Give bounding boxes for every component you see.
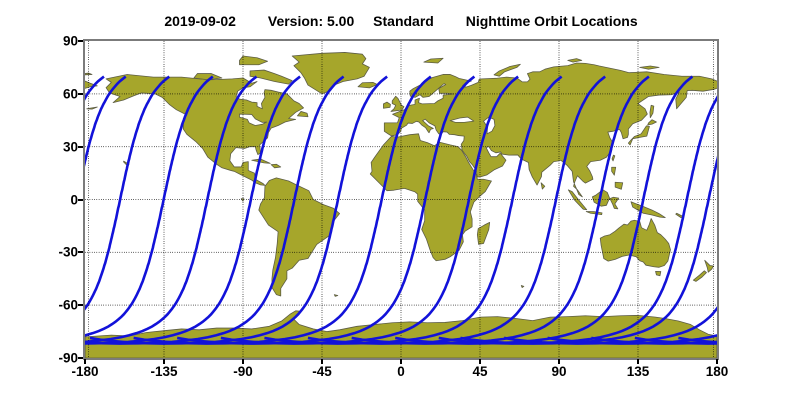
x-axis-tick-label: 135 [626, 364, 650, 379]
y-axis-tick-mark [78, 198, 83, 201]
plot-title: 2019-09-02 Version: 5.00 Standard Nightt… [85, 13, 717, 29]
lake [239, 114, 266, 125]
orbit-track [85, 77, 213, 344]
x-axis-tick-label: -90 [233, 364, 253, 379]
y-axis-tick-label: -60 [58, 297, 78, 313]
orbit-track [352, 77, 649, 344]
continent-landmass [705, 260, 714, 272]
y-axis-tick-label: -30 [58, 244, 78, 260]
continent-landmass [628, 126, 649, 145]
orbit-track [90, 77, 387, 344]
continent-landmass [615, 182, 623, 189]
orbit-track [85, 77, 300, 344]
y-axis-tick-label: 90 [62, 33, 78, 49]
continent-landmass [424, 58, 443, 63]
title-name: Nighttime Orbit Locations [465, 13, 638, 29]
orbit-track [395, 77, 692, 344]
continent-landmass [358, 82, 377, 87]
y-axis-tick-mark [78, 357, 83, 359]
orbit-track [308, 77, 605, 344]
x-axis-tick-label: 45 [472, 364, 488, 379]
continent-landmass [521, 285, 524, 287]
y-axis-tick-label: -90 [58, 350, 78, 366]
x-axis-tick-label: -135 [150, 364, 178, 379]
continent-landmass [640, 66, 659, 69]
y-axis-tick-label: 0 [70, 192, 78, 207]
title-date: 2019-09-02 [164, 13, 236, 29]
continent-landmass [568, 59, 582, 63]
orbit-track [85, 77, 126, 344]
continent-landmass [250, 70, 292, 84]
continent-landmass [612, 155, 615, 161]
y-axis-tick-mark [78, 251, 83, 254]
x-axis-tick-mark [400, 359, 402, 364]
x-axis-tick-mark [242, 359, 244, 364]
y-axis-tick-label: 60 [62, 86, 78, 102]
continent-landmass [676, 213, 684, 217]
orbit-track [85, 77, 257, 344]
orbit-track [177, 77, 474, 344]
orbit-track [439, 77, 717, 344]
x-axis-tick-label: 90 [551, 364, 567, 379]
continent-landmass [292, 52, 369, 93]
continent-landmass [693, 271, 706, 282]
continent-landmass [239, 56, 267, 65]
continent-landmass [85, 311, 717, 358]
orbit-track [85, 77, 169, 344]
continent-landmass [194, 74, 222, 80]
x-axis-tick-label: 180 [705, 364, 729, 379]
continent-landmass [610, 197, 619, 209]
continent-landmass [384, 63, 717, 197]
orbit-track [504, 77, 717, 344]
x-axis-tick-mark [84, 359, 86, 364]
y-axis-tick-mark [78, 304, 83, 307]
x-axis-tick-mark [479, 359, 481, 364]
lake [450, 117, 474, 122]
orbit-track [461, 77, 717, 344]
continent-landmass [271, 164, 281, 168]
continent-landmass [650, 105, 654, 117]
x-axis-tick-mark [558, 359, 560, 364]
x-axis-tick-label: -45 [312, 364, 332, 379]
continent-landmass [334, 295, 338, 297]
continent-landmass [494, 64, 520, 76]
x-axis-tick-mark [716, 359, 718, 364]
y-axis-tick-mark [78, 92, 83, 95]
x-axis-tick-mark [321, 359, 323, 364]
continent-landmass [87, 107, 98, 109]
continent-landmass [656, 271, 661, 275]
continent-landmass [85, 73, 92, 75]
continent-landmass [541, 183, 545, 189]
x-axis-tick-label: -180 [71, 364, 99, 379]
y-axis-tick-mark [78, 145, 83, 148]
x-axis-tick-label: 0 [397, 364, 405, 379]
title-version: Version: 5.00 [267, 13, 355, 29]
y-axis-tick-mark [78, 40, 83, 42]
world-map-plot [85, 41, 717, 358]
orbit-track [264, 77, 561, 344]
continent-landmass [612, 167, 616, 175]
x-axis-tick-mark [163, 359, 165, 364]
continent-landmass [383, 102, 390, 108]
orbit-track [221, 77, 518, 344]
y-axis-tick-label: 30 [62, 139, 78, 155]
orbit-track [85, 77, 344, 344]
plot-frame [83, 39, 719, 360]
continent-landmass [391, 96, 404, 111]
continent-landmass [648, 120, 657, 125]
continent-landmass [600, 219, 670, 268]
continent-landmass [297, 111, 308, 116]
orbit-track [134, 77, 431, 344]
title-mode: Standard [373, 13, 434, 29]
x-axis-tick-mark [637, 359, 639, 364]
